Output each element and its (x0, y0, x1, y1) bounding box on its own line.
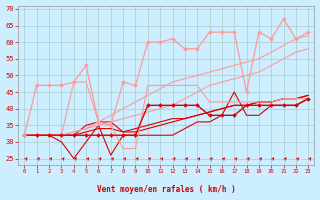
X-axis label: Vent moyen/en rafales ( km/h ): Vent moyen/en rafales ( km/h ) (97, 185, 236, 194)
